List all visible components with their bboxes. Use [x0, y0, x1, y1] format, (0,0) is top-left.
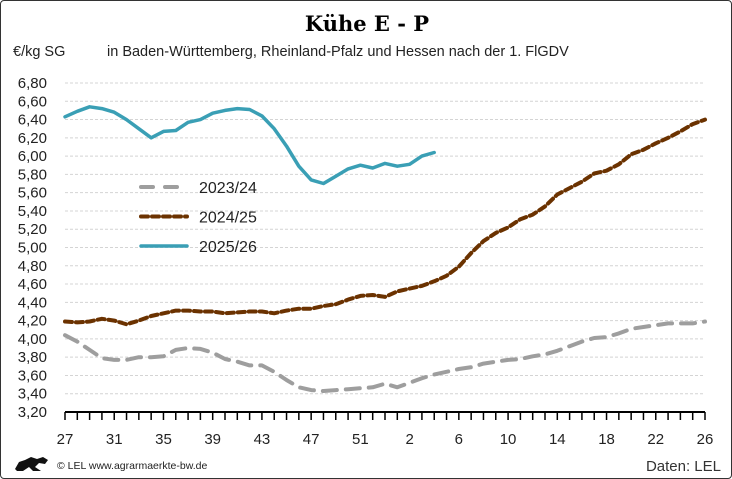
x-tick-label: 10	[500, 431, 517, 448]
y-tick-label: 3,40	[18, 386, 47, 403]
x-tick-label: 6	[455, 431, 463, 448]
chart-title: Kühe E - P	[305, 11, 429, 36]
y-tick-label: 3,20	[18, 404, 47, 421]
y-tick-label: 6,20	[18, 130, 47, 147]
y-tick-label: 5,20	[18, 221, 47, 238]
x-tick-label: 39	[204, 431, 221, 448]
y-tick-label: 6,00	[18, 148, 47, 165]
y-tick-label: 6,60	[18, 93, 47, 110]
y-tick-label: 5,60	[18, 185, 47, 202]
x-tick-label: 47	[303, 431, 320, 448]
y-tick-label: 4,20	[18, 313, 47, 330]
y-tick-label: 3,60	[18, 367, 47, 384]
y-tick-label: 4,00	[18, 331, 47, 348]
y-tick-label: 5,00	[18, 240, 47, 257]
x-tick-label: 14	[549, 431, 566, 448]
data-source: Daten: LEL	[646, 458, 721, 475]
legend-label: 2025/26	[199, 239, 257, 256]
x-tick-label: 26	[697, 431, 714, 448]
x-tick-label: 51	[352, 431, 369, 448]
y-tick-label: 4,40	[18, 294, 47, 311]
x-tick-label: 18	[598, 431, 615, 448]
y-tick-label: 6,80	[18, 75, 47, 92]
y-tick-label: 5,40	[18, 203, 47, 220]
series-line-2024-25	[63, 117, 707, 327]
x-tick-label: 43	[254, 431, 271, 448]
series-line-2025-26	[63, 105, 436, 186]
lion-logo	[15, 457, 48, 471]
legend-label: 2024/25	[199, 210, 257, 227]
y-tick-label: 4,80	[18, 258, 47, 275]
y-tick-label: 5,80	[18, 166, 47, 183]
y-tick-label: 4,60	[18, 276, 47, 293]
x-tick-label: 2	[405, 431, 413, 448]
y-tick-label: 3,80	[18, 349, 47, 366]
copyright-text: © LEL www.agrarmaerkte-bw.de	[57, 460, 207, 472]
y-axis-unit: €/kg SG	[13, 44, 65, 60]
chart-subtitle: in Baden-Württemberg, Rheinland-Pfalz un…	[107, 44, 569, 60]
series-line-2023-24	[63, 319, 707, 393]
y-tick-label: 6,40	[18, 112, 47, 129]
x-tick-label: 22	[647, 431, 664, 448]
legend-label: 2023/24	[199, 180, 257, 197]
x-tick-label: 27	[57, 431, 74, 448]
x-tick-label: 31	[106, 431, 123, 448]
x-tick-label: 35	[155, 431, 172, 448]
